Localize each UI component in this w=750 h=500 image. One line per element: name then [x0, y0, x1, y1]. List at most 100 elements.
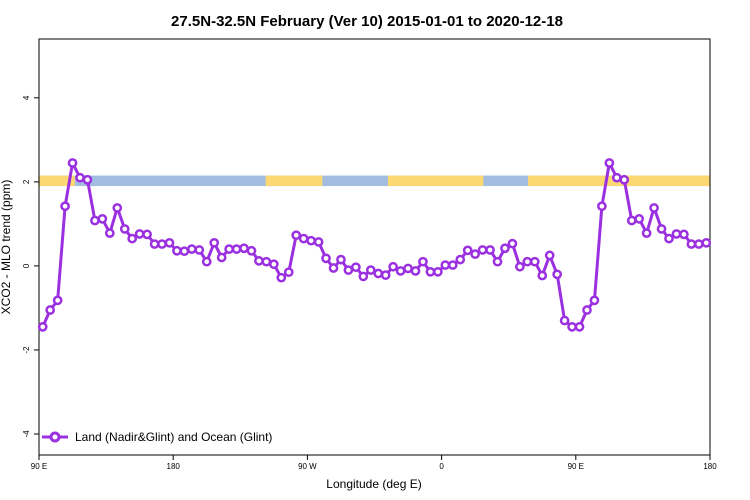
data-point: [82, 174, 93, 185]
data-point: [492, 256, 503, 267]
data-point: [462, 245, 473, 256]
data-point: [276, 272, 287, 283]
data-point: [224, 244, 234, 254]
data-point: [626, 215, 637, 226]
data-point: [664, 233, 674, 244]
data-point: [529, 256, 540, 267]
data-point: [537, 270, 548, 281]
data-point: [388, 261, 398, 272]
data-point: [328, 263, 339, 273]
data-point: [403, 263, 413, 274]
data-point: [455, 254, 466, 265]
data-point: [611, 172, 622, 183]
y-tick-label: -4: [22, 430, 31, 438]
data-point: [477, 245, 488, 255]
series-line: [41, 161, 707, 329]
data-point: [500, 243, 510, 254]
data-point: [410, 266, 421, 276]
y-axis: -4 -2 0 2 4: [22, 95, 39, 438]
data-point: [582, 305, 592, 315]
data-point: [649, 203, 659, 213]
land-ocean-band: [39, 175, 710, 187]
data-point: [559, 315, 570, 326]
data-point: [52, 295, 63, 306]
data-point: [574, 321, 585, 332]
x-axis: 90 E 180 90 W 0 90 E 180: [31, 455, 717, 471]
data-point: [641, 228, 652, 238]
data-point: [45, 305, 56, 315]
data-point: [246, 245, 257, 256]
data-point: [686, 239, 697, 249]
data-point: [291, 230, 302, 241]
data-point: [351, 262, 361, 273]
data-point: [313, 237, 324, 247]
data-point: [597, 201, 607, 212]
data-point: [656, 224, 667, 234]
y-tick-label: 0: [22, 263, 31, 268]
data-point: [395, 266, 406, 276]
ocean-band: [39, 175, 710, 187]
data-point: [179, 246, 190, 257]
x-tick-label: 0: [439, 462, 444, 471]
data-point: [60, 201, 70, 212]
data-point: [522, 256, 533, 267]
data-point: [433, 266, 443, 277]
data-point: [589, 295, 600, 306]
data-point: [336, 254, 346, 265]
data-point: [209, 237, 220, 248]
data-point: [321, 253, 331, 264]
data-point: [172, 245, 182, 256]
data-point: [365, 265, 376, 275]
data-point: [440, 260, 451, 270]
data-point: [194, 245, 205, 255]
series-layer: [37, 158, 712, 332]
y-tick-label: 4: [22, 95, 31, 100]
data-point: [693, 239, 704, 249]
land-band-segment: [39, 175, 75, 187]
data-point: [283, 267, 294, 278]
data-point: [701, 237, 712, 248]
data-point: [104, 228, 115, 238]
data-point: [112, 203, 123, 213]
land-band-segment: [387, 175, 484, 187]
data-point: [216, 252, 227, 263]
x-tick-label: 180: [703, 462, 717, 471]
data-point: [119, 224, 130, 234]
data-point: [306, 235, 316, 246]
data-point: [567, 321, 577, 332]
data-point: [37, 321, 48, 332]
data-point: [157, 239, 167, 249]
data-point: [418, 256, 428, 267]
data-point: [485, 245, 495, 255]
data-point: [544, 250, 555, 261]
data-point: [254, 256, 264, 266]
data-point: [552, 269, 563, 280]
x-tick-label: 180: [167, 462, 181, 471]
data-point: [75, 172, 85, 183]
legend-marker-sample: [49, 431, 61, 443]
data-point: [201, 256, 212, 267]
y-axis-label: XCO2 - MLO trend (ppm): [0, 180, 13, 315]
data-point: [358, 271, 369, 282]
data-point: [164, 237, 175, 248]
data-point: [634, 213, 645, 224]
data-point: [261, 256, 272, 267]
data-point: [186, 244, 197, 254]
x-tick-label: 90 E: [568, 462, 584, 471]
data-point: [604, 158, 615, 168]
data-point: [269, 259, 279, 270]
legend-label: Land (Nadir&Glint) and Ocean (Glint): [75, 430, 272, 444]
data-point: [149, 239, 160, 249]
data-point: [679, 229, 689, 240]
y-tick-label: -2: [22, 346, 31, 354]
legend: Land (Nadir&Glint) and Ocean (Glint): [42, 430, 272, 444]
data-point: [298, 233, 309, 244]
data-point: [239, 243, 249, 254]
x-axis-label: Longitude (deg E): [326, 477, 421, 491]
data-point: [671, 229, 682, 239]
y-tick-label: 2: [22, 179, 31, 184]
x-tick-label: 90 E: [31, 462, 47, 471]
x-tick-label: 90 W: [298, 462, 317, 471]
data-point: [470, 249, 480, 259]
